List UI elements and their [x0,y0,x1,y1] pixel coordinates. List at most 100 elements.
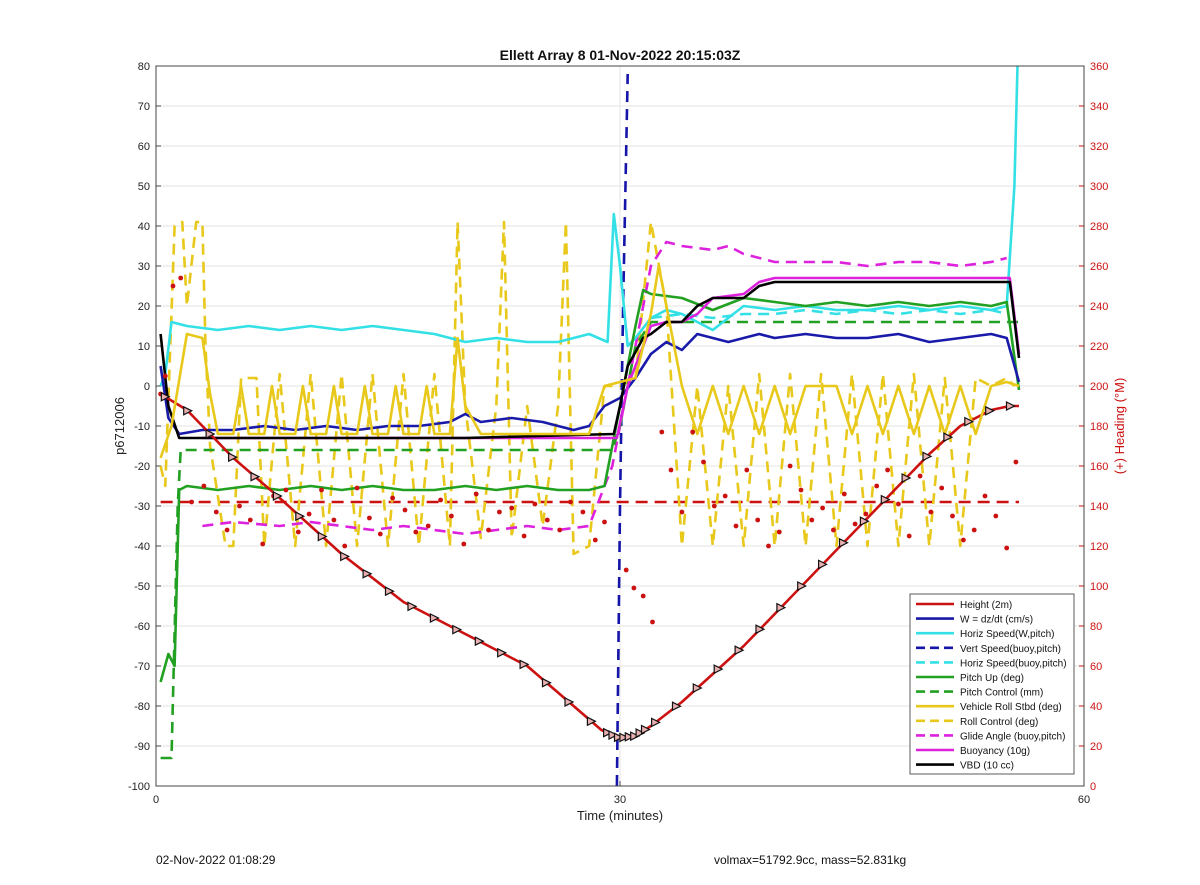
heading-dot [521,533,527,539]
height-marker [692,683,703,693]
height-marker [362,568,373,579]
heading-dot [213,509,219,515]
heading-dot [413,529,419,535]
y2-tick-label: 280 [1090,221,1108,233]
legend-entry: Roll Control (deg) [960,717,1038,728]
heading-dot [744,467,750,473]
y2-axis-label: (+) Heading (°M) [1112,378,1127,475]
legend-box [909,593,1075,775]
y-tick-label: 50 [138,181,150,193]
heading-dot [283,487,289,493]
height-marker [183,405,194,416]
height-marker [734,645,745,656]
y2-tick-label: 360 [1090,61,1108,73]
height-marker [713,664,724,675]
height-marker [880,494,891,505]
height-marker [964,416,975,427]
y2-tick-label: 0 [1090,781,1096,793]
series-line-9 [202,240,1008,536]
y2-tick-label: 260 [1090,261,1108,273]
height-marker [295,511,306,522]
x-axis-label: Time (minutes) [577,808,663,823]
height-marker [497,647,508,658]
legend-entry: Pitch Control (mm) [960,688,1043,699]
y-tick-label: -10 [134,421,150,433]
heading-dot [568,499,573,505]
y2-tick-label: 180 [1090,421,1108,433]
y-tick-label: -60 [134,621,150,633]
y-tick-label: 20 [138,301,150,313]
heading-dot [863,511,869,517]
height-marker [586,716,597,727]
heading-dot [580,509,586,515]
height-marker [228,452,238,463]
height-marker [755,624,766,635]
height-marker [901,473,912,483]
height-marker [541,677,552,688]
series-line-10 [202,276,1021,440]
y2-tick-label: 20 [1090,741,1102,753]
height-marker [407,601,418,612]
heading-dot [885,467,890,473]
heading-dot [544,517,550,523]
heading-dot [224,527,230,533]
heading-dot [342,543,348,549]
heading-dot [928,509,934,515]
height-marker [776,602,787,613]
heading-dot [650,619,655,625]
heading-dot [461,541,467,547]
y-tick-label: -20 [134,461,150,473]
height-marker [160,391,171,402]
heading-dot [260,541,266,547]
y-tick-label: -70 [134,661,150,673]
heading-dot [237,503,242,509]
legend-entry: VBD (10 cc) [960,761,1014,772]
y-axis-label: p6712006 [112,397,127,455]
heading-dot [640,593,646,599]
heading-dot [178,275,184,281]
heading-dot [331,517,337,523]
heading-dot [917,473,923,479]
legend: Height (2m) W = dz/dt (cm/s) Horiz Speed(W… [909,593,1075,775]
heading-dot [961,537,966,543]
height-marker [630,731,641,742]
height-marker [797,581,808,591]
heading-dot [162,373,168,379]
legend-entry: Pitch Up (deg) [960,673,1024,684]
series-line-4 [650,308,1008,320]
heading-dot [722,493,728,499]
plot-frame [155,65,1085,787]
heading-dot [354,485,360,491]
heading-dot [1004,545,1010,551]
y2-tick-label: 220 [1090,341,1108,353]
y-tick-label: 70 [138,101,150,113]
height-marker [818,559,828,570]
heading-dot [798,487,804,493]
heading-dot [766,543,771,549]
heading-dot [602,519,607,525]
legend-entry: Buoyancy (10g) [960,746,1030,757]
heading-dot [449,513,454,519]
y2-tick-label: 320 [1090,141,1108,153]
legend-entry: Height (2m) [960,600,1012,611]
y-tick-label: -90 [134,741,150,753]
heading-dot [939,485,945,491]
x-tick-label: 0 [153,794,159,806]
y2-tick-label: 140 [1090,501,1108,513]
height-marker [384,586,395,597]
heading-dot [733,523,739,529]
series-line-1 [159,332,1021,436]
height-marker [603,727,613,738]
heading-dot [497,509,502,515]
height-marker [624,731,635,742]
height-marker [608,730,619,740]
x-tick-label: 60 [1078,794,1090,806]
y-tick-label: -80 [134,701,150,713]
heading-dot [425,523,431,529]
y2-tick-label: 120 [1090,541,1108,553]
y2-tick-label: 340 [1090,101,1108,113]
legend-entry: Vert Speed(buoy,pitch) [960,644,1061,655]
y2-tick-label: 80 [1090,621,1102,633]
heading-dot [993,513,999,519]
